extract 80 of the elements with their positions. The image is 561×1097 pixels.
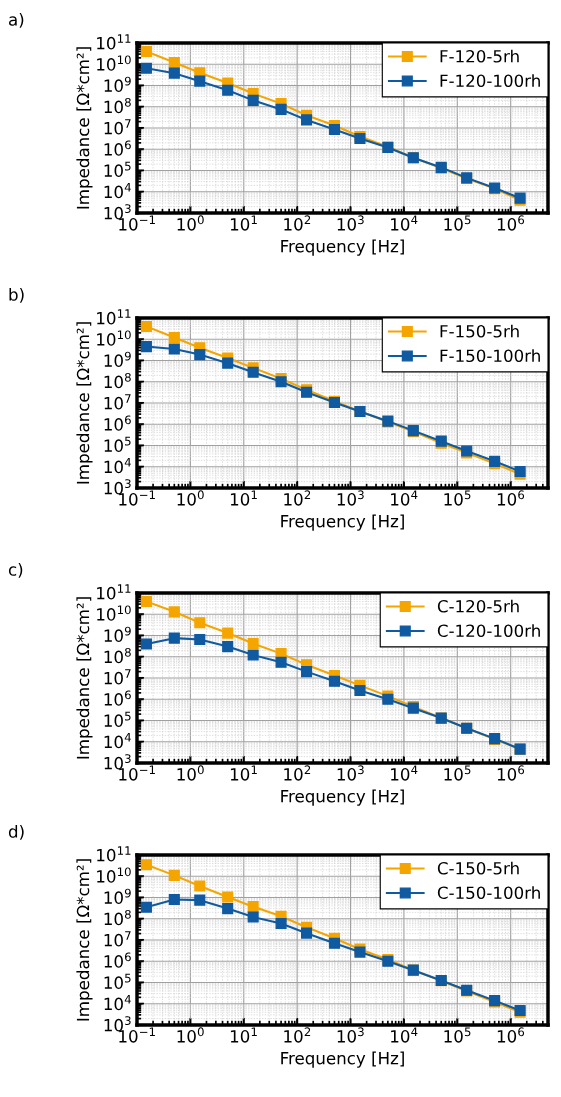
x-axis-title: Frequency [Hz] — [281, 1051, 404, 1068]
legend-label: C-120-100rh — [437, 624, 540, 638]
x-axis-title: Frequency [Hz] — [281, 514, 404, 531]
y-tick-label: 10$^{7}$ — [104, 931, 131, 947]
y-tick-label: 10$^{5}$ — [104, 973, 131, 989]
x-tick-label: 10$^{6}$ — [497, 1027, 525, 1043]
x-tick-label: 10$^{4}$ — [391, 215, 418, 231]
x-tick-label: 10$^{0}$ — [177, 215, 204, 231]
x-tick-label: 10$^{6}$ — [497, 215, 525, 231]
chart-title: c) — [8, 562, 23, 578]
x-tick-label: 10$^{5}$ — [444, 490, 471, 506]
x-tick-label: 10$^{6}$ — [497, 765, 525, 781]
y-tick-label: 10$^{8}$ — [104, 372, 131, 389]
x-tick-label: 10$^{3}$ — [337, 215, 364, 231]
x-tick-label: 10$^{0}$ — [177, 765, 204, 781]
y-tick-label: 10$^{10}$ — [97, 867, 131, 883]
x-tick-label: 10$^{3}$ — [337, 490, 364, 506]
chart-title: b) — [9, 287, 24, 303]
x-tick-label: 10$^{3}$ — [337, 765, 364, 781]
y-axis-title: Impedance [Ω*cm²] — [76, 322, 93, 484]
x-tick-label: 10$^{2}$ — [284, 490, 311, 506]
y-tick-label: 10$^{6}$ — [104, 415, 131, 431]
y-tick-label: 10$^{4}$ — [104, 733, 131, 749]
legend-label: C-150-5rh — [437, 861, 519, 875]
x-tick-label: 10$^{2}$ — [284, 765, 311, 781]
y-tick-label: 10$^{6}$ — [104, 140, 131, 156]
y-tick-label: 10$^{11}$ — [97, 584, 131, 600]
y-tick-label: 10$^{5}$ — [104, 436, 131, 452]
y-tick-label: 10$^{4}$ — [104, 995, 131, 1011]
y-tick-label: 10$^{10}$ — [97, 55, 131, 71]
y-axis-title: Impedance [Ω*cm²] — [76, 597, 93, 759]
x-tick-label: 10$^{5}$ — [444, 1027, 471, 1043]
y-tick-label: 10$^{10}$ — [97, 330, 131, 346]
y-tick-label: 10$^{5}$ — [104, 711, 131, 727]
y-tick-label: 10$^{10}$ — [97, 605, 131, 621]
y-tick-label: 10$^{6}$ — [104, 690, 131, 706]
legend-label: F-120-5rh — [440, 49, 519, 63]
legend-label: F-150-100rh — [440, 349, 540, 363]
y-tick-label: 10$^{11}$ — [97, 34, 131, 50]
x-tick-label: 10$^{1}$ — [230, 490, 257, 506]
x-tick-label: 10$^{4}$ — [391, 490, 418, 506]
y-tick-label: 10$^{7}$ — [104, 669, 131, 685]
x-axis-title: Frequency [Hz] — [281, 789, 404, 806]
x-tick-label: 10$^{5}$ — [444, 215, 471, 231]
legend-label: C-120-5rh — [437, 599, 519, 613]
y-tick-label: 10$^{4}$ — [104, 183, 131, 199]
x-tick-label: 10$^{4}$ — [391, 1027, 418, 1043]
legend-label: C-150-100rh — [437, 886, 540, 900]
x-tick-label: 10$^{0}$ — [177, 490, 204, 506]
x-tick-label: 10$^{4}$ — [391, 765, 418, 781]
y-tick-label: 10$^{6}$ — [104, 952, 131, 968]
x-tick-label: 10$^{6}$ — [497, 490, 525, 506]
x-tick-label: 10$^{3}$ — [337, 1027, 364, 1043]
y-axis-title: Impedance [Ω*cm²] — [76, 859, 93, 1021]
x-tick-label: 10$^{0}$ — [177, 1027, 204, 1043]
y-tick-label: 10$^{11}$ — [97, 309, 131, 325]
y-tick-label: 10$^{9}$ — [104, 76, 131, 92]
y-tick-label: 10$^{5}$ — [104, 161, 131, 177]
y-tick-label: 10$^{7}$ — [104, 119, 131, 135]
y-tick-label: 10$^{7}$ — [104, 394, 131, 410]
x-tick-label: 10$^{2}$ — [284, 1027, 311, 1043]
legend-label: F-120-100rh — [440, 74, 540, 88]
chart-title: d) — [8, 824, 24, 840]
y-tick-label: 10$^{9}$ — [104, 888, 131, 904]
y-axis-title: Impedance [Ω*cm²] — [76, 47, 93, 209]
y-tick-label: 10$^{8}$ — [104, 97, 131, 114]
chart-title: a) — [9, 12, 24, 28]
x-tick-label: 10$^{2}$ — [284, 215, 311, 231]
x-tick-label: 10$^{1}$ — [230, 765, 257, 781]
legend-label: F-150-5rh — [440, 324, 519, 338]
y-tick-label: 10$^{8}$ — [104, 909, 131, 926]
y-tick-label: 10$^{8}$ — [104, 647, 131, 664]
y-tick-label: 10$^{11}$ — [97, 846, 131, 862]
y-tick-label: 10$^{9}$ — [104, 351, 131, 367]
x-axis-title: Frequency [Hz] — [281, 239, 404, 256]
x-tick-label: 10$^{1}$ — [230, 1027, 257, 1043]
y-tick-label: 10$^{9}$ — [104, 626, 131, 642]
x-tick-label: 10$^{5}$ — [444, 765, 471, 781]
y-tick-label: 10$^{4}$ — [104, 458, 131, 474]
x-tick-label: 10$^{1}$ — [230, 215, 257, 231]
